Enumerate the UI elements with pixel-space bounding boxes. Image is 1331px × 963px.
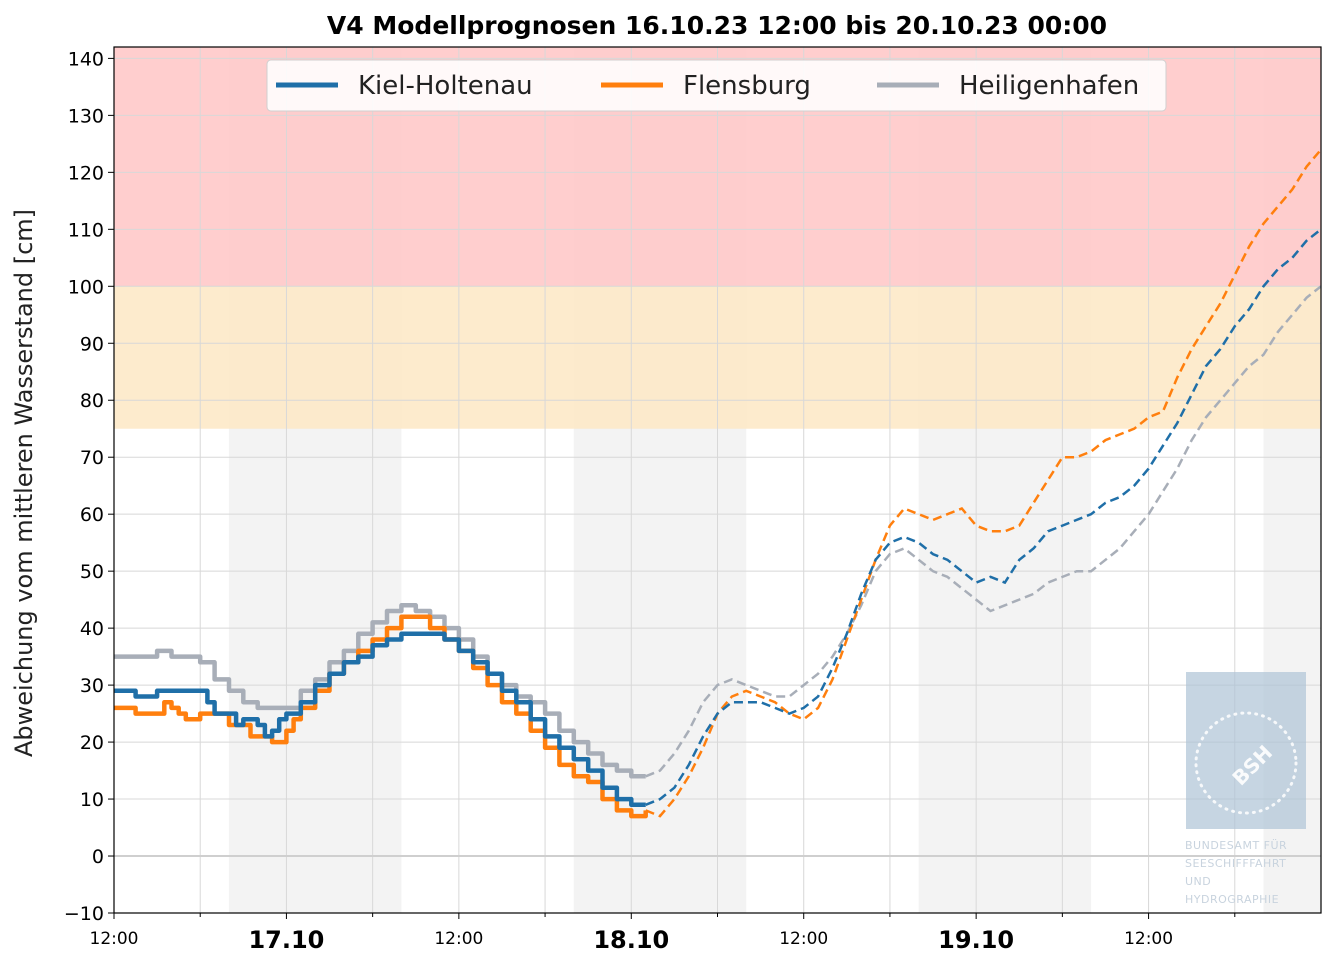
x-tick-label-0: 12:00 bbox=[90, 929, 139, 949]
y-tick-label-2: 10 bbox=[80, 789, 104, 811]
series-forecast-kiel-holtenau bbox=[645, 228, 1321, 806]
logo-ring bbox=[1194, 711, 1298, 815]
y-tick-label-5: 40 bbox=[80, 618, 104, 640]
x-tick-label-1: 17.10 bbox=[248, 926, 324, 954]
y-tick-label-13: 120 bbox=[68, 162, 104, 184]
logo-panel bbox=[1186, 672, 1306, 829]
y-tick-label-10: 90 bbox=[80, 333, 104, 355]
series-observed-kiel-holtenau bbox=[114, 631, 646, 808]
logo-line-1: SEESCHIFFFAHRT bbox=[1185, 857, 1286, 870]
plot-inner bbox=[114, 47, 1321, 913]
x-tick-label-2: 12:00 bbox=[434, 929, 483, 949]
series-forecast-flensburg bbox=[645, 148, 1321, 818]
y-tick-label-7: 60 bbox=[80, 504, 104, 526]
y-tick-label-15: 140 bbox=[68, 48, 104, 70]
y-tick-label-11: 100 bbox=[68, 276, 104, 298]
y-tick-label-12: 110 bbox=[68, 219, 104, 241]
y-tick-label-1: 0 bbox=[92, 846, 104, 868]
y-tick-label-0: −10 bbox=[64, 903, 104, 925]
x-tick-label-6: 12:00 bbox=[1124, 929, 1173, 949]
y-tick-label-14: 130 bbox=[68, 105, 104, 127]
legend-label-heiligenhafen: Heiligenhafen bbox=[959, 71, 1139, 101]
logo-line-0: BUNDESAMT FÜR bbox=[1185, 839, 1287, 852]
logo-line-2: UND bbox=[1185, 875, 1211, 888]
series-forecast-heiligenhafen bbox=[645, 285, 1321, 778]
logo-line-3: HYDROGRAPHIE bbox=[1185, 893, 1279, 906]
y-tick-label-6: 50 bbox=[80, 561, 104, 583]
chart-title: V4 Modellprognosen 16.10.23 12:00 bis 20… bbox=[327, 11, 1107, 40]
legend: Kiel-Holtenau Flensburg Heiligenhafen bbox=[266, 59, 1167, 112]
series-observed-heiligenhafen bbox=[114, 603, 646, 779]
legend-box bbox=[266, 59, 1167, 112]
plot-area: −10 0 10 20 30 40 50 60 70 80 90 100 110 120 130 140 12:… bbox=[64, 46, 1322, 954]
y-axis-label: Abweichung vom mittleren Wasserstand [cm… bbox=[10, 209, 38, 757]
y-tick-label-9: 80 bbox=[80, 390, 104, 412]
legend-label-kiel-holtenau: Kiel-Holtenau bbox=[358, 71, 533, 101]
legend-label-flensburg: Flensburg bbox=[683, 71, 811, 101]
y-tick-label-8: 70 bbox=[80, 447, 104, 469]
x-tick-label-5: 19.10 bbox=[938, 926, 1014, 954]
y-tick-label-4: 30 bbox=[80, 675, 104, 697]
y-tick-label-3: 20 bbox=[80, 732, 104, 754]
x-tick-label-4: 12:00 bbox=[779, 929, 828, 949]
x-tick-label-3: 18.10 bbox=[593, 926, 669, 954]
